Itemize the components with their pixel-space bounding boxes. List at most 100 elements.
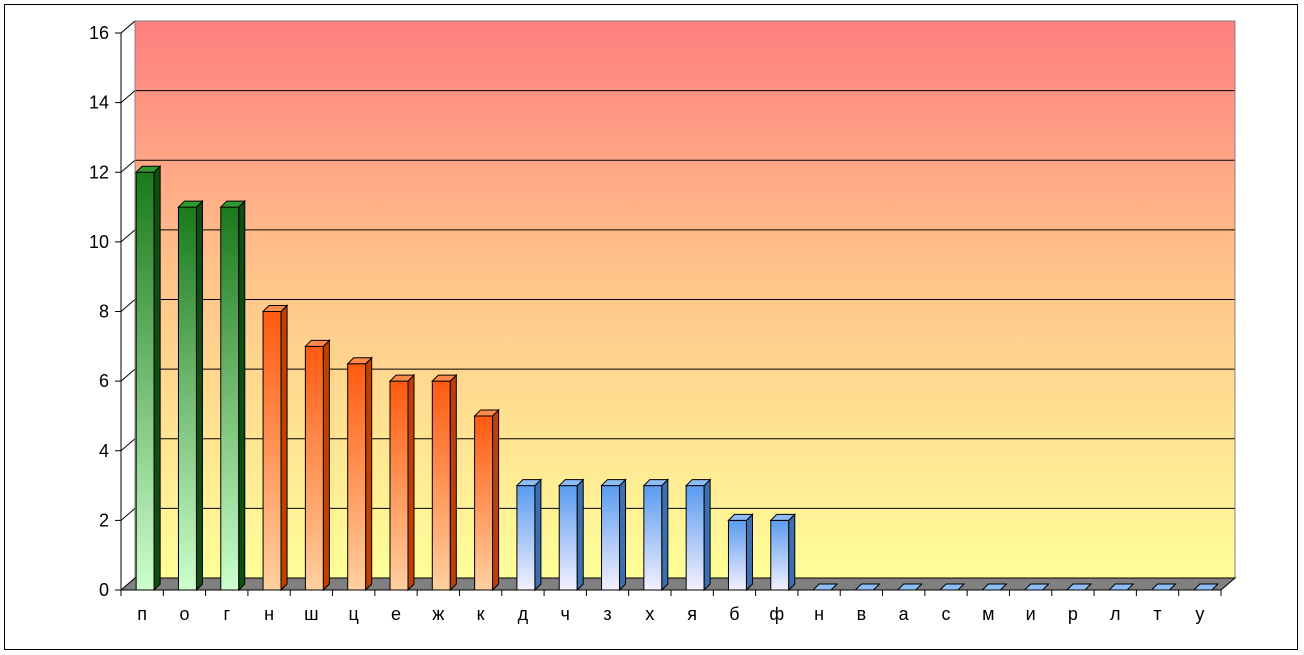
bar-side	[322, 339, 330, 592]
bar	[896, 583, 923, 591]
x-tick-label: г	[223, 604, 230, 624]
bar-top	[642, 479, 670, 487]
bar	[346, 356, 373, 592]
bar-top	[684, 479, 712, 487]
bar-side	[365, 356, 373, 592]
bar-top	[727, 513, 754, 521]
gridline-side	[120, 299, 136, 312]
bar-front	[347, 363, 367, 591]
gridline-side	[120, 368, 136, 382]
bar-top	[431, 374, 458, 382]
x-tick-label: л	[1110, 604, 1121, 624]
x-tick-label: д	[518, 604, 529, 624]
bar	[1065, 583, 1093, 591]
gridline-side	[120, 90, 136, 104]
bar	[134, 165, 162, 592]
bar-top	[388, 374, 416, 382]
bar	[1150, 583, 1177, 591]
x-tick-label: з	[603, 604, 611, 624]
bar-top	[134, 165, 162, 173]
x-tick-label: с	[942, 604, 951, 624]
x-tick-label: ш	[304, 604, 318, 624]
x-tick-label: о	[179, 604, 189, 624]
x-tick-label: я	[687, 604, 697, 624]
x-tick-label: у	[1195, 604, 1204, 624]
x-tick-label: ф	[769, 604, 784, 624]
bar-side	[661, 478, 669, 592]
y-tick-label: 6	[99, 371, 109, 391]
bar-top	[811, 583, 839, 591]
bar-top	[219, 200, 246, 208]
bar	[1023, 583, 1050, 591]
x-tick-label: к	[477, 604, 485, 624]
bar	[854, 583, 881, 591]
bar	[642, 478, 670, 592]
bar	[177, 199, 204, 592]
gridline-side	[120, 159, 136, 173]
bar-top	[854, 583, 881, 591]
bar-front	[431, 380, 451, 591]
x-tick-label: е	[391, 604, 401, 624]
y-tick-label: 4	[99, 441, 109, 461]
y-tick-labels: 0 2 4 6 8 10 12 14 16	[89, 23, 109, 600]
bar-front	[770, 519, 790, 591]
bar-front	[474, 415, 494, 591]
x-tick-label: и	[1026, 604, 1036, 624]
bar-top	[1192, 583, 1220, 591]
y-tick-label: 8	[99, 302, 109, 322]
bar	[473, 408, 500, 592]
gridline-side	[120, 438, 136, 452]
bar	[304, 339, 331, 592]
bar	[388, 373, 416, 592]
bar-top	[1065, 583, 1093, 591]
bar-side	[576, 478, 584, 592]
bar-side	[492, 408, 500, 592]
bar-front	[177, 206, 197, 591]
bar-top	[981, 583, 1008, 591]
gridline-side	[120, 507, 136, 521]
bar-top	[177, 200, 204, 208]
bar-top	[769, 513, 796, 521]
bar-side	[195, 199, 203, 592]
bar	[769, 513, 796, 592]
bar-front	[685, 485, 705, 591]
gridline-side	[120, 229, 136, 243]
x-tick-label: в	[857, 604, 867, 624]
bar-top	[558, 479, 585, 487]
y-tick-label: 14	[89, 93, 109, 113]
bar	[515, 478, 543, 592]
bar-front	[643, 485, 663, 591]
bar-front	[516, 485, 536, 591]
x-tick-label: н	[264, 604, 274, 624]
bar-top	[304, 339, 331, 347]
y-tick-label: 2	[99, 510, 109, 530]
gridline-side	[120, 20, 136, 34]
x-tick-label: р	[1068, 604, 1078, 624]
x-tick-label: ц	[349, 604, 359, 624]
x-tick-label: б	[729, 604, 739, 624]
y-tick-label: 16	[89, 23, 109, 43]
bar-top	[1108, 583, 1135, 591]
bar-front	[389, 380, 409, 591]
bar-side	[153, 165, 161, 592]
bar-top	[1150, 583, 1177, 591]
y-tick-label: 12	[89, 162, 109, 182]
bar-front	[262, 311, 282, 591]
y-tick-label: 10	[89, 232, 109, 252]
plot-floor	[119, 577, 1237, 591]
bar-front	[558, 485, 578, 591]
bar	[981, 583, 1008, 591]
bar-side	[745, 513, 753, 592]
bar-side	[703, 478, 711, 592]
bar	[219, 199, 246, 592]
bar-front	[601, 485, 621, 591]
x-tick-label: а	[899, 604, 910, 624]
y-tick-label: 0	[99, 580, 109, 600]
floor	[119, 577, 1237, 591]
bar-front	[220, 206, 240, 591]
bar-side	[280, 304, 288, 592]
bar-top	[473, 409, 500, 417]
plot-back-wall	[120, 19, 1235, 592]
bar	[261, 304, 289, 592]
